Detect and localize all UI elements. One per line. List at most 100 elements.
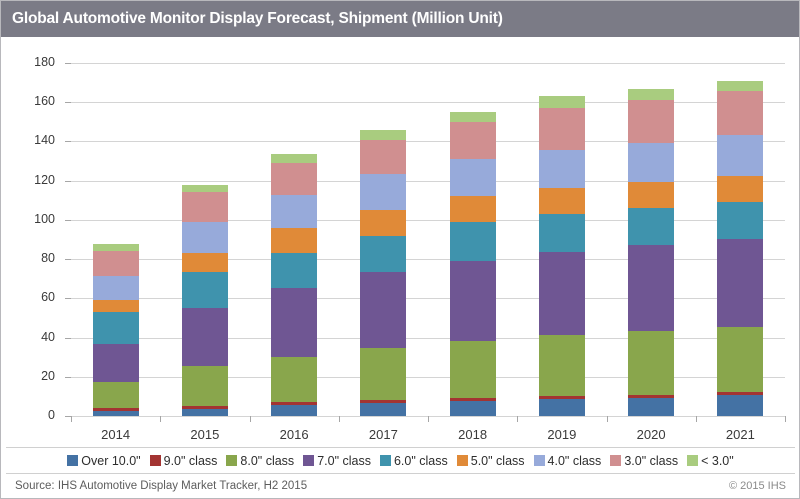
bar-segment[interactable] [628, 394, 675, 399]
bar-segment[interactable] [449, 122, 496, 159]
bar-segment[interactable] [628, 398, 675, 416]
bar-segment[interactable] [538, 251, 585, 336]
legend-item[interactable]: 4.0" class [533, 454, 601, 468]
bar-segment[interactable] [360, 272, 407, 348]
bar-segment[interactable] [360, 174, 407, 210]
legend-swatch-icon [149, 455, 161, 466]
bar-segment[interactable] [360, 209, 407, 237]
bar-segment[interactable] [538, 149, 585, 188]
legend-label: 7.0" class [317, 453, 371, 468]
bar-segment[interactable] [271, 401, 318, 406]
stacked-bar[interactable] [449, 112, 496, 416]
bar-segment[interactable] [717, 135, 764, 177]
bar-segment[interactable] [271, 162, 318, 195]
legend-item[interactable]: Over 10.0" [67, 454, 141, 468]
bar-segment[interactable] [92, 311, 139, 344]
bar-segment[interactable] [538, 395, 585, 400]
bar-segment[interactable] [360, 236, 407, 273]
bar-segment[interactable] [449, 397, 496, 402]
bar-segment[interactable] [538, 107, 585, 150]
stacked-bar[interactable] [92, 243, 139, 416]
bar-segment[interactable] [271, 228, 318, 253]
legend-item[interactable]: 5.0" class [456, 454, 525, 468]
stacked-bar[interactable] [271, 154, 318, 416]
stacked-bar[interactable] [181, 184, 228, 416]
bar-segment[interactable] [449, 195, 496, 223]
bar-segment[interactable] [538, 335, 585, 396]
bar-segment[interactable] [538, 96, 585, 108]
bar-segment[interactable] [92, 343, 139, 383]
bar-segment[interactable] [717, 90, 764, 136]
bar-segment[interactable] [271, 252, 318, 288]
bar-segment[interactable] [628, 244, 675, 332]
bar-segment[interactable] [181, 222, 228, 253]
bar-segment[interactable] [181, 252, 228, 273]
bar-segment[interactable] [92, 382, 139, 408]
bar-segment[interactable] [92, 250, 139, 277]
bar-segment[interactable] [538, 399, 585, 416]
bar-segment[interactable] [538, 214, 585, 252]
bar-segment[interactable] [628, 331, 675, 395]
bar-segment[interactable] [628, 182, 675, 208]
legend-item[interactable]: 6.0" class [379, 454, 448, 468]
y-axis-tick-label: 140 [34, 133, 55, 148]
legend-item[interactable]: 9.0" class [149, 454, 217, 468]
bar-segment[interactable] [360, 129, 407, 140]
legend-label: 3.0" class [624, 453, 679, 468]
bar-segment[interactable] [271, 356, 318, 402]
bar-segment[interactable] [181, 405, 228, 410]
bar-segment[interactable] [360, 399, 407, 404]
bar-segment[interactable] [628, 142, 675, 183]
bar-segment[interactable] [181, 191, 228, 223]
x-axis-tick-label: 2019 [547, 427, 577, 442]
bar-segment[interactable] [271, 405, 318, 416]
bar-segment[interactable] [92, 407, 139, 412]
bar-segment[interactable] [360, 403, 407, 416]
bar-segment[interactable] [181, 409, 228, 416]
stacked-bar[interactable] [538, 96, 585, 416]
stacked-bar[interactable] [360, 129, 407, 416]
bar-segment[interactable] [271, 194, 318, 229]
bar-segment[interactable] [717, 395, 764, 416]
bar-segment[interactable] [717, 327, 764, 392]
bar-segment[interactable] [181, 307, 228, 367]
bar-segment[interactable] [92, 276, 139, 300]
legend-swatch-icon [67, 455, 79, 466]
bar-segment[interactable] [449, 401, 496, 416]
legend-item[interactable]: 8.0" class [226, 454, 294, 468]
bar-segment[interactable] [181, 272, 228, 308]
bar-segment[interactable] [92, 243, 139, 251]
bar-segment[interactable] [449, 260, 496, 341]
bar-segment[interactable] [717, 391, 764, 396]
bar-segment[interactable] [360, 139, 407, 175]
bar-segment[interactable] [717, 201, 764, 239]
x-axis-tick-label: 2016 [279, 427, 309, 442]
bar-segment[interactable] [628, 99, 675, 143]
x-axis-tick-label: 2017 [368, 427, 398, 442]
stacked-bar[interactable] [717, 80, 764, 416]
bar-segment[interactable] [538, 187, 585, 215]
bar-segment[interactable] [449, 158, 496, 196]
bar-segment[interactable] [717, 176, 764, 202]
legend-label: < 3.0" [701, 453, 734, 468]
bar-segment[interactable] [449, 222, 496, 261]
bar-segment[interactable] [271, 287, 318, 357]
bar-segment[interactable] [181, 184, 228, 192]
bar-segment[interactable] [181, 366, 228, 406]
bar-segment[interactable] [717, 80, 764, 91]
bar-segment[interactable] [92, 299, 139, 312]
gridline [71, 376, 785, 378]
bar-segment[interactable] [628, 207, 675, 245]
bar-segment[interactable] [360, 347, 407, 400]
chart-frame: 0 20 40 60 80 100 120 140 160 180 2014 2015 2016 2017… [5, 41, 795, 445]
bar-segment[interactable] [717, 238, 764, 328]
legend-item[interactable]: 3.0" class [610, 454, 678, 468]
bar-segment[interactable] [449, 340, 496, 398]
bar-segment[interactable] [628, 88, 675, 100]
bar-segment[interactable] [92, 411, 139, 416]
bar-segment[interactable] [449, 112, 496, 123]
bar-segment[interactable] [271, 154, 318, 163]
legend-item[interactable]: < 3.0" [687, 454, 734, 468]
legend-item[interactable]: 7.0" class [303, 454, 371, 468]
stacked-bar[interactable] [628, 88, 675, 416]
